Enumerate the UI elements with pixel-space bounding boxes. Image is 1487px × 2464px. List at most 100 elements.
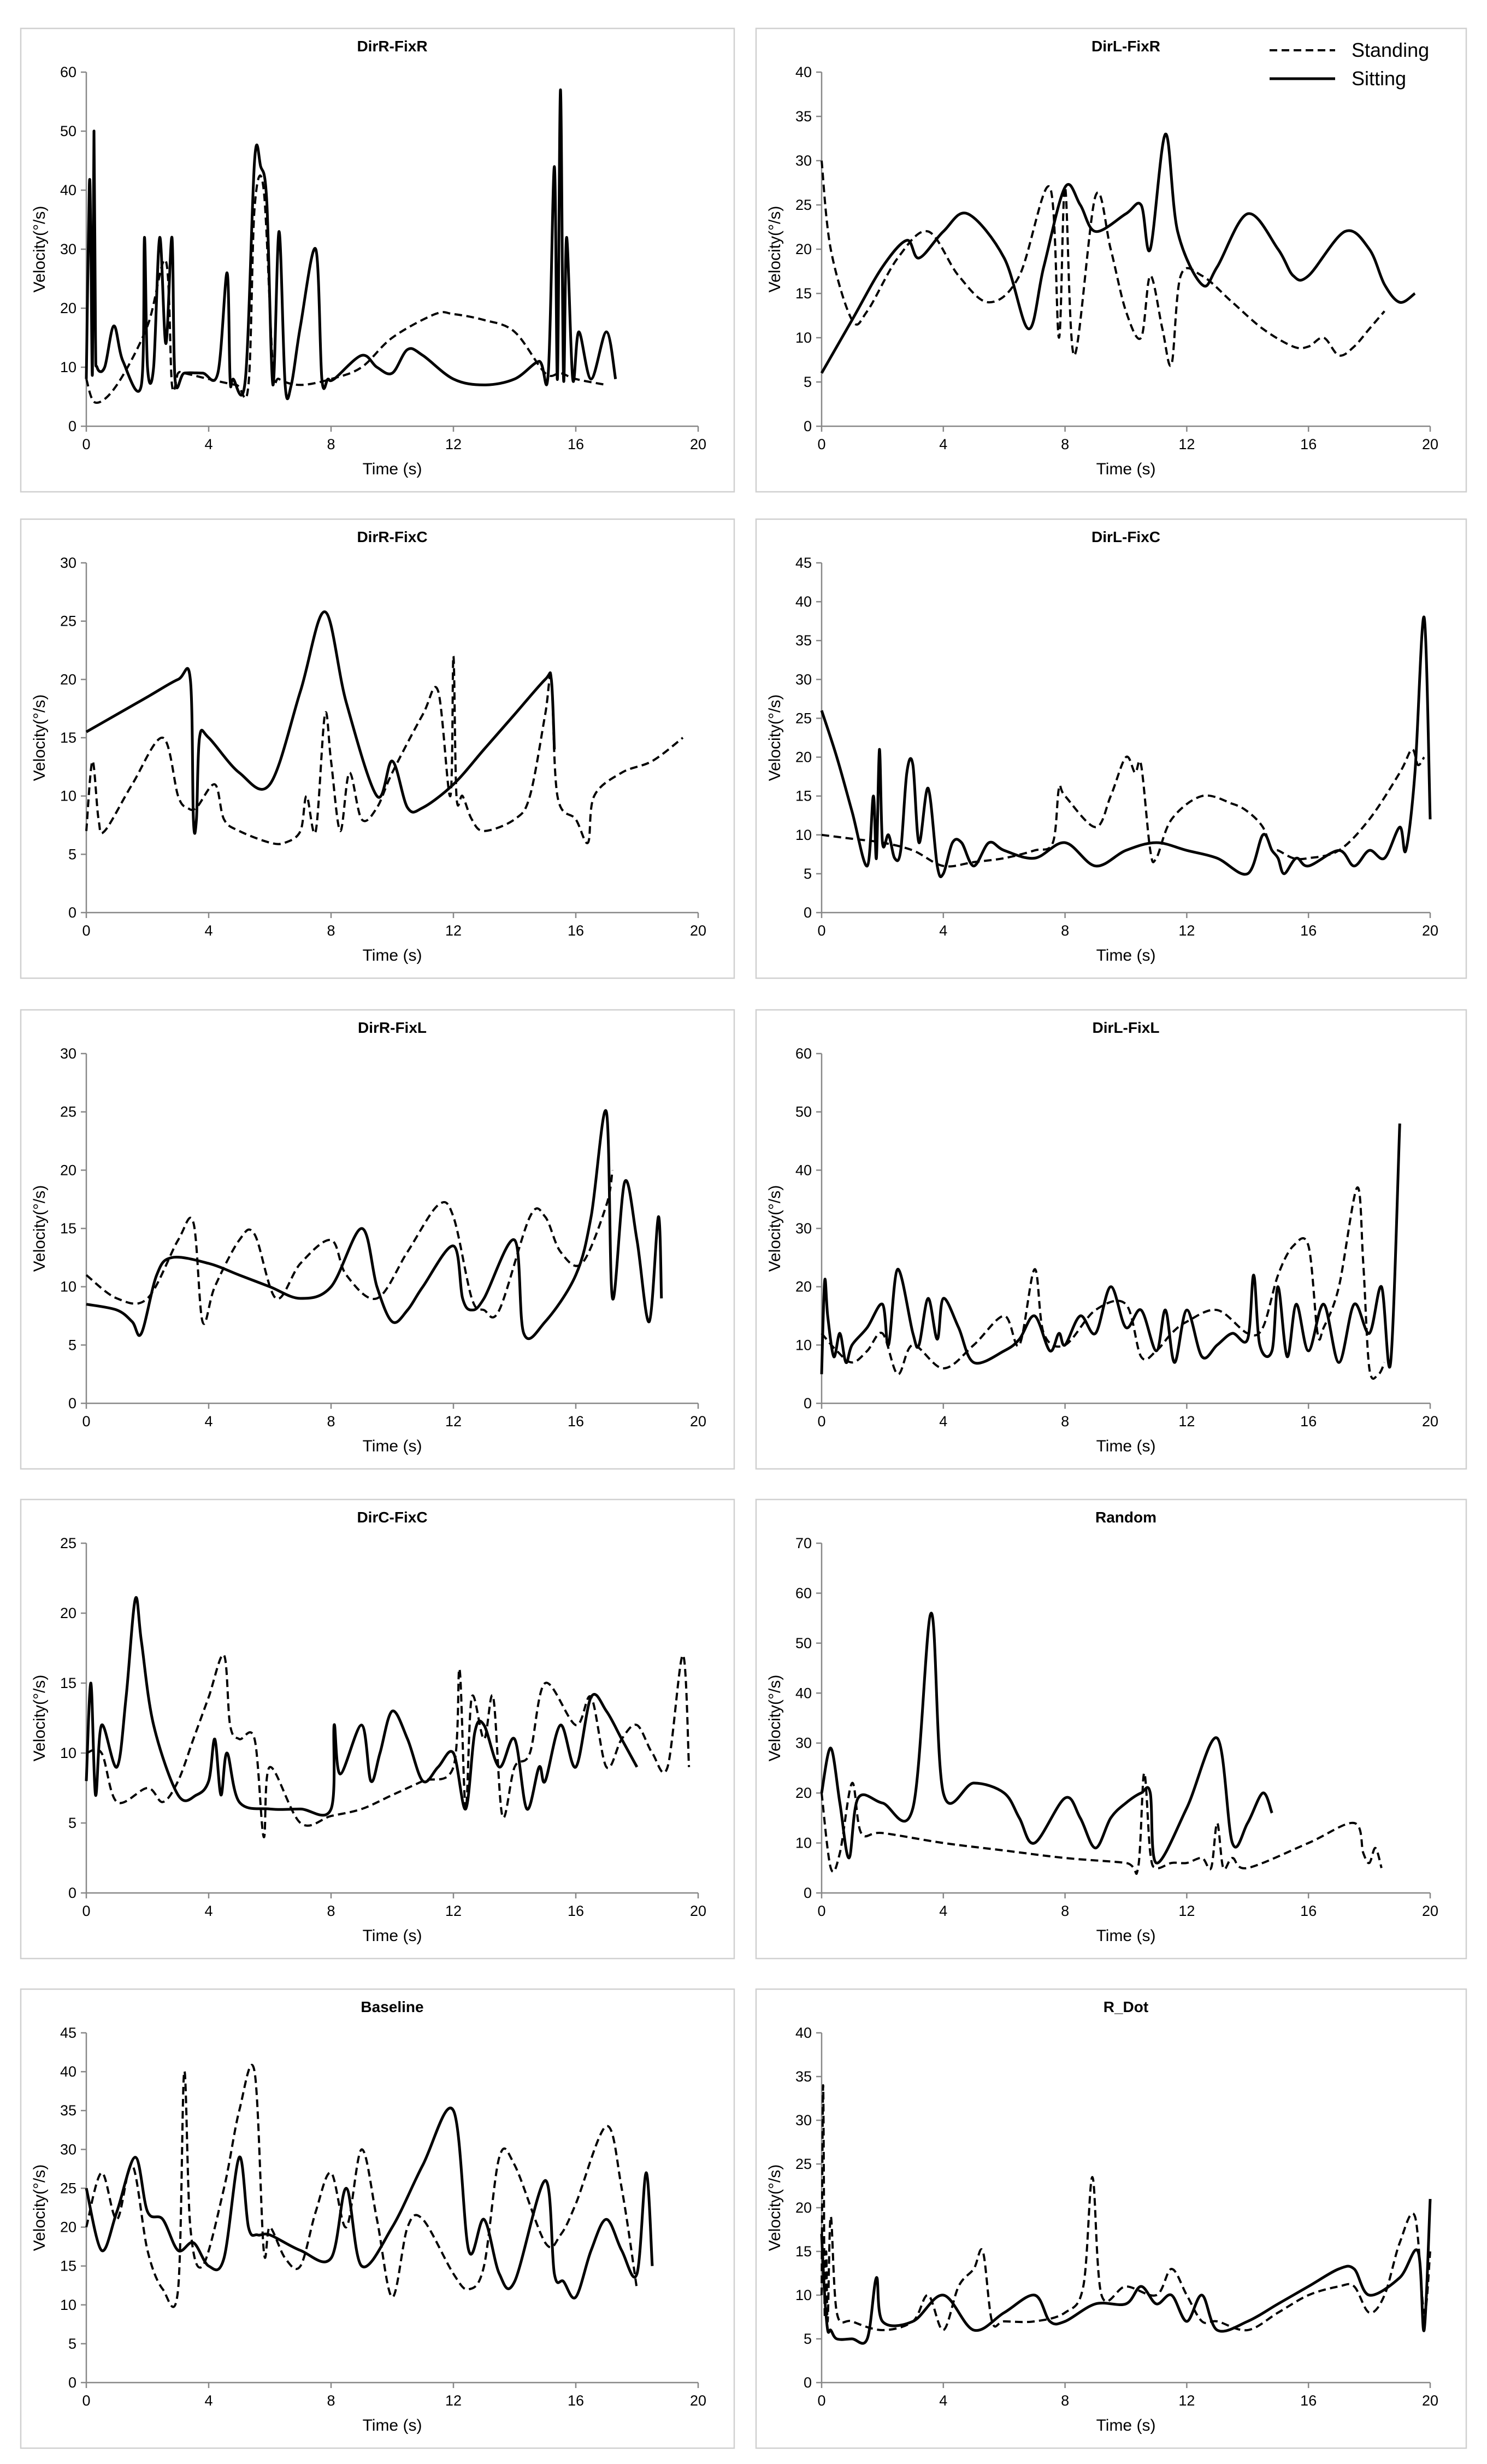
y-tick-label: 15	[60, 730, 76, 746]
y-tick-label: 35	[60, 2102, 76, 2119]
x-tick-label: 16	[1300, 922, 1317, 939]
y-axis-title: Velocity(°/s)	[766, 1185, 784, 1272]
x-tick-label: 0	[82, 1903, 90, 1919]
chart-title: R_Dot	[1104, 1998, 1148, 2015]
x-tick-label: 0	[817, 1903, 825, 1919]
y-tick-label: 30	[795, 2112, 812, 2128]
y-tick-label: 60	[795, 1585, 812, 1601]
series-line-sitting	[820, 2198, 1432, 2345]
x-tick-label: 20	[1422, 436, 1438, 452]
y-tick-label: 50	[795, 1104, 812, 1120]
x-axis-title: Time (s)	[363, 2416, 422, 2434]
panel-dirl-fixr: DirL-FixR 0 5 10 15 20 25 30 35 40 0 4 8 12 16 20 Time (…	[755, 27, 1467, 493]
y-tick-label: 15	[795, 2243, 812, 2260]
x-tick-label: 8	[327, 436, 335, 452]
y-tick-label: 60	[60, 64, 76, 80]
x-tick-label: 12	[1178, 1903, 1195, 1919]
y-axis-title: Velocity(°/s)	[766, 2165, 784, 2251]
series-line-standing	[821, 160, 1385, 367]
y-tick-label: 0	[804, 1395, 812, 1412]
x-tick-label: 4	[939, 922, 947, 939]
legend-label-standing: Standing	[1352, 39, 1429, 61]
y-tick-label: 45	[795, 555, 812, 571]
legend: Standing Sitting	[1270, 39, 1429, 90]
x-axis-title: Time (s)	[1096, 1927, 1156, 1945]
x-tick-label: 16	[568, 922, 584, 939]
series-line-standing	[85, 1169, 614, 1325]
x-tick-label: 8	[327, 1903, 335, 1919]
y-tick-label: 20	[60, 671, 76, 687]
y-tick-label: 20	[60, 1162, 76, 1178]
panel-frame	[755, 1988, 1467, 2449]
x-tick-label: 8	[1061, 1413, 1069, 1430]
chart-title: DirR-FixR	[357, 38, 427, 55]
series-line-standing	[85, 2063, 638, 2308]
x-axis-title: Time (s)	[1096, 1437, 1156, 1455]
y-tick-label: 40	[795, 1685, 812, 1701]
y-tick-label: 20	[795, 241, 812, 257]
x-axis-title: Time (s)	[363, 1927, 422, 1945]
y-tick-label: 30	[60, 2141, 76, 2157]
x-tick-label: 12	[445, 2392, 462, 2409]
y-axis-title: Velocity(°/s)	[31, 1185, 49, 1272]
y-tick-label: 70	[795, 1535, 812, 1551]
x-tick-label: 16	[1300, 1413, 1317, 1430]
panel-frame	[755, 27, 1467, 493]
x-tick-label: 4	[204, 2392, 213, 2409]
x-tick-label: 12	[1178, 436, 1195, 452]
x-tick-label: 8	[327, 1413, 335, 1430]
x-tick-label: 20	[690, 1413, 706, 1430]
series-line-standing	[821, 2084, 1431, 2332]
x-tick-label: 4	[939, 1413, 947, 1430]
y-tick-label: 5	[68, 2336, 76, 2352]
x-tick-label: 16	[568, 2392, 584, 2409]
y-tick-label: 30	[795, 671, 812, 687]
y-tick-label: 10	[795, 330, 812, 346]
x-tick-label: 12	[445, 436, 462, 452]
y-tick-label: 20	[795, 2200, 812, 2216]
panel-dirr-fixc: DirR-FixC 0 5 10 15 20 25 30 0 4 8 12 16 20 Time (s) Ve…	[20, 518, 735, 979]
y-tick-label: 40	[795, 593, 812, 610]
x-tick-label: 20	[690, 922, 706, 939]
y-tick-label: 0	[804, 1885, 812, 1901]
y-tick-label: 25	[60, 1535, 76, 1551]
panel-frame	[755, 1498, 1467, 1960]
y-tick-label: 30	[60, 241, 76, 257]
x-tick-label: 12	[1178, 922, 1195, 939]
x-tick-label: 4	[204, 922, 213, 939]
x-tick-label: 4	[939, 436, 947, 452]
y-tick-label: 5	[804, 866, 812, 882]
y-tick-label: 25	[60, 2180, 76, 2196]
series-line-sitting	[820, 615, 1432, 878]
chart-title: DirL-FixC	[1091, 528, 1160, 545]
x-tick-label: 16	[568, 1903, 584, 1919]
panel-frame	[20, 518, 735, 979]
panel-r-dot: R_Dot 0 5 10 15 20 25 30 35 40 0 4 8 12 16 20 Time (s) Ve…	[755, 1988, 1467, 2449]
x-axis-title: Time (s)	[363, 460, 422, 478]
y-axis-title: Velocity(°/s)	[31, 1675, 49, 1762]
series-line-sitting	[820, 1123, 1401, 1374]
x-tick-label: 4	[204, 1903, 213, 1919]
y-tick-label: 25	[795, 197, 812, 213]
y-tick-label: 0	[68, 1395, 76, 1412]
y-tick-label: 50	[60, 123, 76, 139]
y-tick-label: 25	[795, 710, 812, 726]
y-tick-label: 0	[804, 418, 812, 434]
chart-title: DirR-FixL	[358, 1019, 427, 1036]
y-axis-title: Velocity(°/s)	[766, 695, 784, 781]
x-tick-label: 12	[445, 1413, 462, 1430]
y-tick-label: 30	[795, 152, 812, 169]
y-axis-title: Velocity(°/s)	[31, 206, 49, 293]
y-tick-label: 20	[60, 1605, 76, 1621]
x-tick-label: 0	[817, 2392, 825, 2409]
panel-frame	[20, 27, 735, 493]
x-tick-label: 16	[568, 1413, 584, 1430]
y-tick-label: 50	[795, 1635, 812, 1651]
x-tick-label: 12	[1178, 1413, 1195, 1430]
y-tick-label: 40	[795, 2025, 812, 2041]
x-tick-label: 0	[82, 2392, 90, 2409]
series-line-standing	[85, 174, 607, 404]
panel-frame	[20, 1009, 735, 1470]
y-tick-label: 10	[60, 1745, 76, 1761]
